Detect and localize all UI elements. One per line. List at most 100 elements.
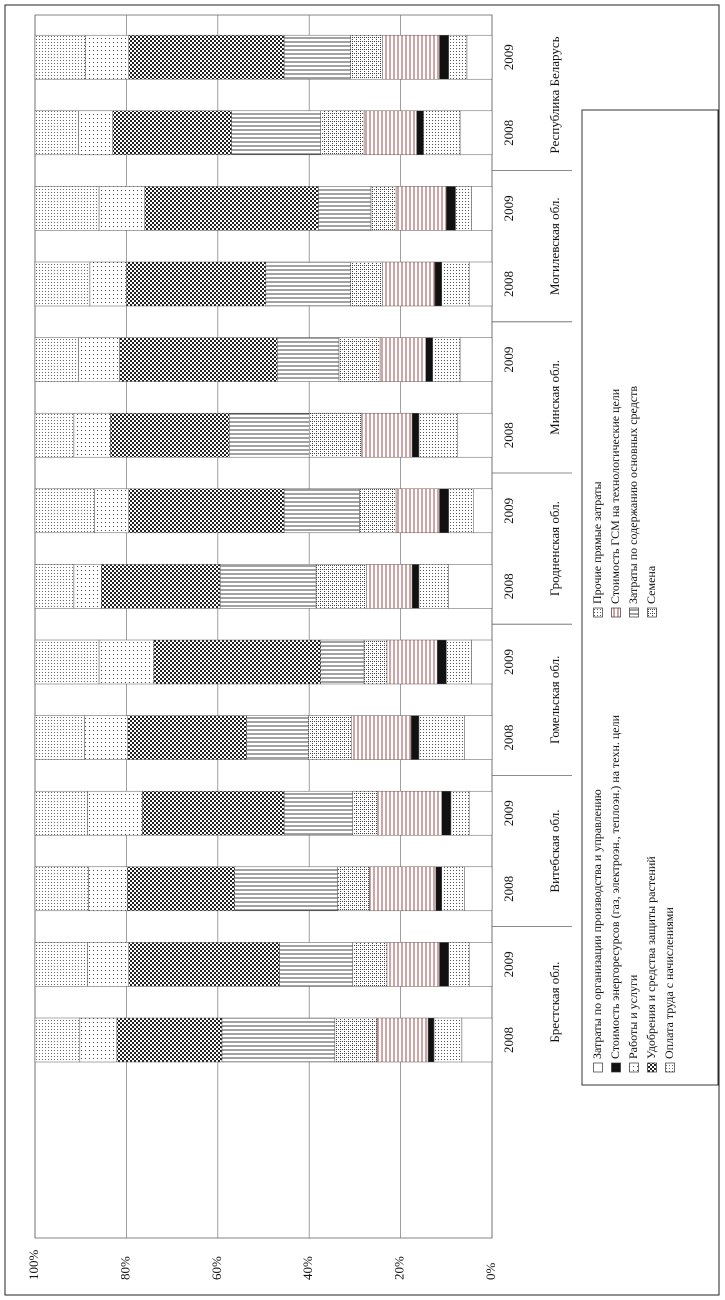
bar-segment [361,412,413,458]
bar-segment [110,412,230,458]
bar-segment [423,110,461,156]
bar-segment [350,34,383,80]
bar-segment [34,186,100,231]
bar-segment [376,1017,429,1063]
bar-segment [315,564,367,609]
y-tick-label: 20% [392,1256,407,1280]
bar-segment [116,1017,223,1063]
legend-swatch [629,607,639,618]
x-tick-label: 2008 [501,422,516,448]
bar-segment [337,866,370,912]
bar-segment [441,790,452,836]
bar-segment [379,337,426,382]
bar-segment [127,715,247,760]
bar-segment [34,942,88,987]
bar-segment [416,110,424,156]
bar-segment [98,186,145,231]
legend-label: Затраты по содержанию основных средств [626,386,640,604]
x-tick-label: 2009 [501,951,516,977]
group-label: Гомельская обл. [547,656,562,744]
bar-segment [34,412,75,458]
bar-segment [34,34,86,80]
legend-label: Прочие прямые затраты [590,481,604,604]
bar-segment [395,186,447,231]
legend-label: Работы и услуги [626,974,640,1059]
legend-swatch [647,1062,657,1073]
x-tick-label: 2009 [501,44,516,70]
bar-segment [94,488,129,534]
bar-segment [455,186,472,231]
bar-segment [350,261,383,307]
x-tick-label: 2009 [501,649,516,675]
bar-segment [351,715,412,760]
y-tick-label: 60% [209,1256,224,1280]
group-label: Минская обл. [547,360,562,435]
plot-frame [34,14,493,1239]
bar-segment [276,337,340,382]
bar-segment [231,110,321,156]
bar-segment [283,488,360,534]
legend-label: Оплата труда с начислениями [662,907,676,1059]
bar-segment [439,942,449,987]
bar-segment [234,866,338,912]
bar-segment [84,715,129,760]
bar-segment [450,790,470,836]
bar-segment [369,866,437,912]
y-tick-label: 40% [300,1256,315,1280]
bar-segment [382,34,440,80]
bar-segment [473,488,493,534]
bar-segment [441,866,465,912]
bar-segment [410,715,420,760]
legend-swatch [593,607,603,618]
legend-swatch [647,607,657,618]
group-label: Республика Беларусь [547,36,562,153]
bar-segment [471,639,493,685]
legend-label: Стоимость ГСМ на технологические цели [608,388,622,604]
bar-segment [352,790,378,836]
bar-segment [265,261,351,307]
bar-segment [377,790,442,836]
x-tick-label: 2009 [501,498,516,524]
bar-segment [101,564,221,609]
bar-segment [418,715,465,760]
bar-segment [434,261,442,307]
group-label: Витебская обл. [547,809,562,892]
legend-label: Затраты по организации производства и уп… [590,789,604,1059]
legend: Затраты по организации производства и уп… [590,386,676,1073]
bar-segment [468,790,493,836]
bar-segment [112,110,232,156]
legend-box [581,109,719,1086]
bar-segment [459,110,493,156]
bar-segment [459,337,493,382]
bar-segment [464,715,493,760]
bar-segment [126,261,267,307]
bar-segment [283,34,351,80]
bar-segment [283,790,353,836]
frame [4,4,720,1296]
bar-segment [34,261,91,307]
x-tick-label: 2008 [501,1027,516,1053]
bar-segment [219,564,317,609]
bar-segment [366,564,413,609]
bar-segment [87,942,129,987]
bar-segment [464,866,493,912]
bar-segment [34,488,95,534]
bar-segment [448,488,474,534]
legend-label: Удобрения и средства защиты растений [644,856,658,1059]
x-tick-label: 2008 [501,271,516,297]
bar-segment [468,942,493,987]
bar-segment [34,866,89,912]
x-tick-label: 2009 [501,800,516,826]
bar-segment [98,639,155,685]
bar-segment [34,639,100,685]
bar-segment [88,866,128,912]
bar-segment [427,1017,435,1063]
x-tick-label: 2008 [501,573,516,599]
bar-segment [34,110,79,156]
bar-segment [228,412,310,458]
bar-segment [359,488,397,534]
legend-label: Стоимость энергоресурсов (газ, электроэн… [608,714,622,1059]
bar-segment [128,34,285,80]
bar-segment [89,261,127,307]
